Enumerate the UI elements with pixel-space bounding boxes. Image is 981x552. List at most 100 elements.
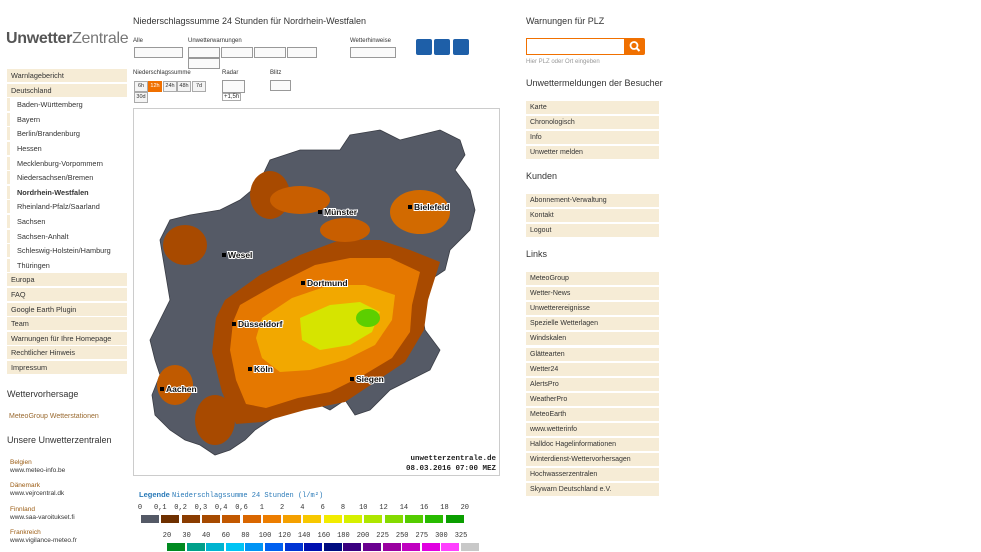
sidebar-link[interactable]: MeteoGroup	[526, 272, 659, 285]
sidebar-link[interactable]: Unwetterereignisse	[526, 302, 659, 316]
sidebar-link[interactable]: Skywarn Deutschland e.V.	[526, 483, 659, 497]
radar-offset[interactable]: +1,5h	[222, 93, 242, 101]
nav-item[interactable]: FAQ	[7, 288, 127, 301]
precip-area	[270, 186, 330, 214]
sidebar-link[interactable]: AlertsPro	[526, 377, 659, 391]
search-button[interactable]	[625, 38, 645, 55]
logo[interactable]: UnwetterZentrale	[6, 30, 129, 48]
legend-title: Niederschlagssumme 24 Stunden (l/m²)	[171, 492, 324, 500]
precip-area	[195, 395, 235, 445]
nav-item[interactable]: Baden-Württemberg	[7, 98, 127, 112]
nav-item[interactable]: Berlin/Brandenburg	[7, 127, 127, 141]
period-button[interactable]: 12h	[148, 81, 162, 92]
icon-button[interactable]	[350, 47, 396, 58]
sidebar-link[interactable]: Abonnement-Verwaltung	[526, 194, 659, 207]
sidebar-link[interactable]: Spezielle Wetterlagen	[526, 317, 659, 331]
nav-item[interactable]: Warnlagebericht	[7, 69, 127, 82]
nav-item[interactable]: Team	[7, 317, 127, 331]
period-button[interactable]: 24h	[163, 81, 177, 92]
water-icon[interactable]	[434, 39, 450, 55]
legend-swatch	[364, 515, 383, 523]
nav-item[interactable]: Rheinland-Pfalz/Saarland	[7, 200, 127, 214]
period-button[interactable]: 7d	[192, 81, 206, 92]
legend-label: 100	[258, 532, 272, 540]
nav-item[interactable]: Google Earth Plugin	[7, 302, 127, 316]
page-title: Niederschlagssumme 24 Stunden für Nordrh…	[133, 16, 366, 26]
sidebar-link[interactable]: Hochwasserzentralen	[526, 468, 659, 482]
city-label: Siegen	[356, 374, 384, 384]
nav-item[interactable]: Europa	[7, 273, 127, 287]
icon-button[interactable]	[254, 47, 286, 58]
icon-button[interactable]	[287, 47, 317, 58]
nav-item[interactable]: Niedersachsen/Bremen	[7, 171, 127, 185]
legend-swatch	[404, 515, 423, 523]
legend-label: 225	[376, 532, 389, 540]
map: Münster Bielefeld Wesel Dortmund Düsseldorf K…	[133, 108, 500, 476]
legend-label: 200	[356, 532, 370, 540]
precip-area	[390, 190, 450, 234]
nav-item[interactable]: Sachsen-Anhalt	[7, 229, 127, 243]
city-marker	[301, 281, 305, 285]
nav-item[interactable]: Impressum	[7, 361, 127, 374]
city-label: Düsseldorf	[238, 319, 283, 329]
sidebar-link[interactable]: Unwetter melden	[526, 146, 659, 159]
country[interactable]: Belgien	[10, 459, 32, 466]
sidebar-link[interactable]: www.wetterinfo	[526, 423, 659, 436]
period-button[interactable]: 6h	[134, 81, 148, 92]
country[interactable]: Dänemark	[10, 482, 40, 490]
legend-label: 160	[317, 532, 331, 540]
city-label: Köln	[254, 364, 273, 374]
legend-swatch	[343, 543, 362, 551]
nav-item[interactable]: Hessen	[7, 142, 127, 155]
nav-item[interactable]: Warnungen für Ihre Homepage	[7, 331, 127, 345]
legend-swatch	[384, 515, 403, 523]
nav-link[interactable]: MeteoGroup Wetterstationen	[9, 413, 99, 420]
sidebar-link[interactable]: Windskalen	[526, 332, 659, 346]
sidebar-link[interactable]: Kontakt	[526, 209, 659, 222]
nav-item[interactable]: Schleswig-Holstein/Hamburg	[7, 244, 127, 258]
city-marker	[350, 377, 354, 381]
url[interactable]: www.meteo-info.be	[10, 467, 66, 474]
road-icon[interactable]	[416, 39, 432, 55]
sidebar-link[interactable]: Info	[526, 131, 659, 144]
sidebar-link[interactable]: MeteoEarth	[526, 407, 659, 421]
sidebar-link[interactable]: Logout	[526, 224, 659, 237]
lightning-button[interactable]	[270, 80, 291, 91]
icon-button[interactable]	[188, 58, 220, 69]
sidebar-link[interactable]: Winterdienst-Wettervorhersagen	[526, 453, 659, 467]
sidebar-link[interactable]: Glättearten	[526, 347, 659, 361]
country[interactable]: Frankreich	[10, 528, 41, 536]
url[interactable]: www.vigilance-meteo.fr	[10, 536, 77, 544]
nav-item[interactable]: Thüringen	[7, 258, 127, 272]
nav-item[interactable]: Sachsen	[7, 215, 127, 228]
nav-item[interactable]: Rechtlicher Hinweis	[7, 346, 127, 360]
plz-input[interactable]	[526, 38, 625, 55]
city-marker	[222, 253, 226, 257]
webcam-icon[interactable]	[453, 39, 469, 55]
icon-button[interactable]	[221, 47, 253, 58]
url[interactable]: www.saa-varoitukset.fi	[10, 513, 75, 521]
control-label: Wetterhinweise	[350, 38, 391, 44]
icon-button[interactable]	[134, 47, 183, 58]
country[interactable]: Finnland	[10, 505, 35, 513]
nav-item[interactable]: Bayern	[7, 112, 127, 126]
sidebar-link[interactable]: Halldoc Hagelinformationen	[526, 438, 659, 452]
sidebar-link[interactable]: WeatherPro	[526, 392, 659, 406]
legend-swatch	[323, 543, 342, 551]
period-button[interactable]: 30d	[134, 92, 148, 103]
radar-button[interactable]	[222, 80, 245, 93]
control-label: Alle	[133, 38, 144, 44]
period-button[interactable]: 48h	[177, 81, 191, 92]
legend-label: 10	[359, 504, 368, 512]
sidebar-link[interactable]: Wetter-News	[526, 287, 659, 301]
sidebar-link[interactable]: Wetter24	[526, 362, 659, 376]
icon-button[interactable]	[188, 47, 220, 58]
legend-label: 300	[435, 532, 448, 540]
nav-item[interactable]: Deutschland	[7, 83, 127, 97]
url[interactable]: www.vejrcentral.dk	[10, 490, 65, 498]
sidebar-link[interactable]: Chronologisch	[526, 116, 659, 129]
nav-item[interactable]: Mecklenburg-Vorpommern	[7, 156, 127, 170]
sidebar-link[interactable]: Karte	[526, 101, 659, 114]
nav-item[interactable]: Nordrhein-Westfalen	[7, 185, 127, 199]
